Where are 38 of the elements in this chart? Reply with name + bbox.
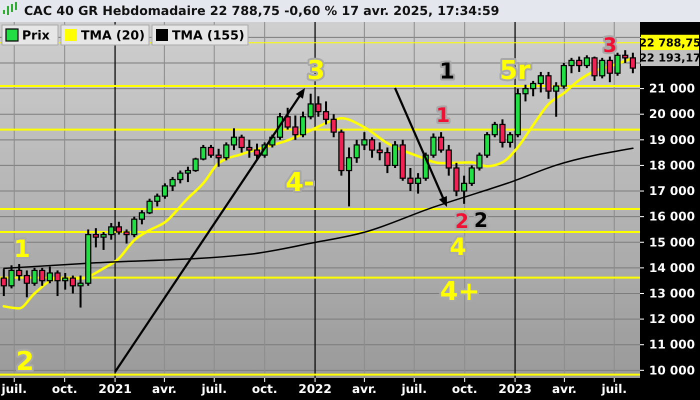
legend-label: TMA (155) — [172, 28, 245, 42]
x-tick-label: 2023 — [498, 382, 532, 396]
y-tick-label: 16 000 — [649, 210, 695, 224]
x-tick-label: avr. — [152, 382, 177, 396]
annotation: 4+ — [440, 277, 480, 307]
x-tick-label: juil. — [200, 382, 227, 396]
annotation: 2 — [16, 347, 34, 377]
x-tick-label: oct. — [252, 382, 278, 396]
x-tick-label: 2022 — [298, 382, 332, 396]
annotation: 2 — [474, 208, 488, 232]
y-tick-label: 14 000 — [649, 260, 695, 275]
y-tick-label: 19 000 — [649, 132, 695, 147]
y-tick-label: 17 000 — [649, 184, 695, 198]
legend-label: Prix — [22, 28, 50, 42]
y-tick-label: 12 000 — [649, 312, 695, 326]
x-tick-label: oct. — [52, 382, 78, 396]
annotation: 1 — [436, 103, 450, 127]
y-tick-label: 21 000 — [649, 82, 695, 96]
x-tick-label: juil. — [400, 382, 427, 396]
y-tick-label: 20 000 — [649, 107, 695, 122]
annotation: 4- — [286, 168, 314, 198]
annotation: 1 — [439, 60, 455, 84]
x-tick-label: juil. — [600, 382, 627, 396]
annotation: 1 — [14, 235, 30, 263]
y-tick-label: 10 000 — [649, 363, 695, 378]
x-tick-label: avr. — [552, 382, 577, 396]
y-tick-label: 15 000 — [649, 235, 695, 250]
x-tick-label: avr. — [352, 382, 377, 396]
x-tick-label: juil. — [0, 382, 27, 396]
x-tick-label: oct. — [452, 382, 478, 396]
y-tick-label: 13 000 — [649, 286, 695, 300]
x-tick-label: 2021 — [98, 382, 132, 396]
legend-label: TMA (20) — [81, 28, 145, 42]
y-tick-label: 18 000 — [649, 158, 695, 172]
annotation: 2 — [454, 208, 469, 233]
y-tick-label: 11 000 — [649, 338, 695, 352]
annotation: 4 — [450, 233, 466, 261]
chart-title: CAC 40 GR Hebdomadaire 22 788,75 -0,60 % 17 avr. 2025, 17:34:59 — [24, 3, 500, 18]
